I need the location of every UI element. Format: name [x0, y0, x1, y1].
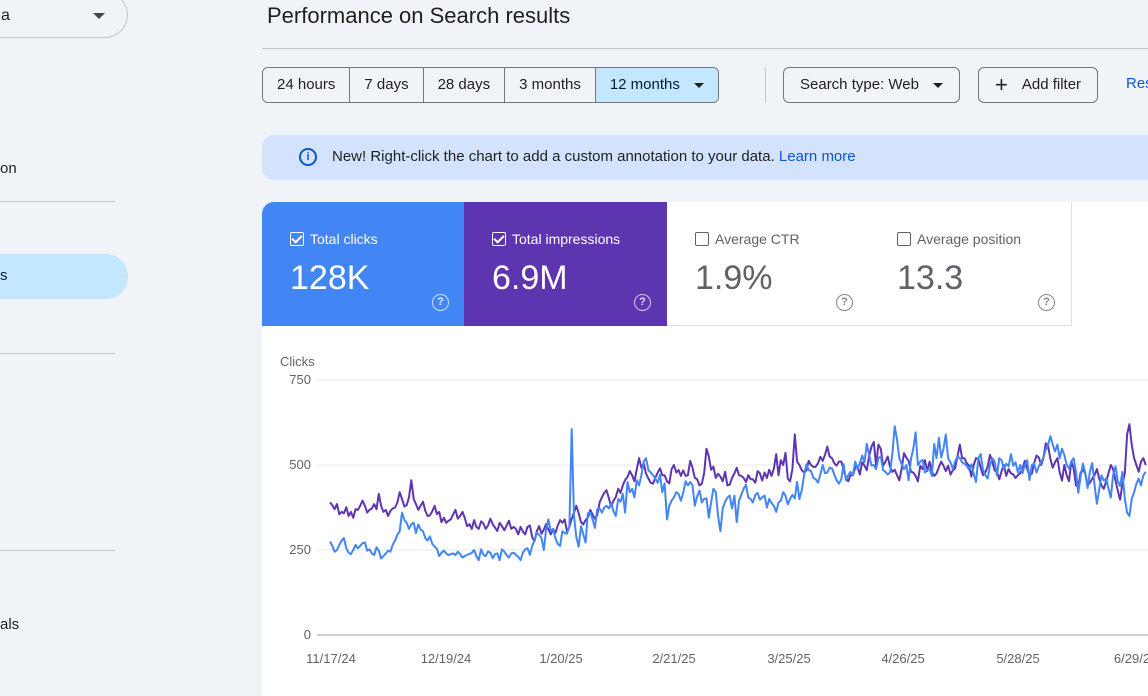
y-tick-label: 750	[289, 372, 311, 387]
metric-label-row: Average position	[897, 231, 1021, 247]
metric-total-clicks[interactable]: Total clicks 128K ?	[262, 202, 465, 326]
date-option-12m[interactable]: 12 months	[595, 68, 718, 102]
y-tick-label: 500	[289, 457, 311, 472]
banner-text: New! Right-click the chart to add a cust…	[332, 148, 775, 165]
y-axis-label: Clicks	[280, 354, 315, 369]
x-tick-label: 3/25/25	[767, 651, 810, 666]
chevron-down-icon	[693, 82, 704, 88]
metric-label: Total impressions	[512, 231, 621, 247]
date-option-28d[interactable]: 28 days	[423, 68, 506, 102]
x-tick-label: 6/29/2	[1114, 651, 1148, 666]
series-line-total-clicks	[329, 425, 1147, 562]
x-tick-label: 4/26/25	[881, 651, 924, 666]
date-option-12m-label: 12 months	[609, 76, 680, 93]
info-icon: i	[299, 148, 317, 166]
checkbox-icon[interactable]	[492, 232, 506, 246]
date-option-7d[interactable]: 7 days	[350, 68, 424, 102]
page-title: Performance on Search results	[267, 3, 571, 28]
performance-chart[interactable]: Clicks 0 250 500 750 11/17/24 12/19/24 1/20/25 2…	[262, 340, 1148, 696]
property-selector[interactable]: a	[0, 0, 128, 38]
x-tick-label: 2/21/25	[652, 651, 695, 666]
chevron-down-icon	[93, 13, 105, 19]
add-filter-label: Add filter	[1021, 76, 1082, 93]
metric-average-position[interactable]: Average position 13.3 ?	[869, 202, 1072, 326]
date-option-24h[interactable]: 24 hours	[263, 68, 351, 102]
checkbox-icon[interactable]	[897, 232, 911, 246]
y-tick-label: 250	[289, 542, 311, 557]
reset-link[interactable]: Res	[1126, 75, 1148, 92]
annotation-banner: i New! Right-click the chart to add a cu…	[262, 135, 1148, 180]
help-icon[interactable]: ?	[432, 294, 449, 311]
sidebar: a on s als	[0, 0, 140, 696]
date-option-3m[interactable]: 3 months	[505, 68, 596, 102]
banner-message: New! Right-click the chart to add a cust…	[332, 148, 856, 165]
help-icon[interactable]: ?	[1038, 294, 1055, 311]
search-type-label: Search type: Web	[800, 76, 919, 93]
metric-value: 6.9M	[492, 259, 568, 297]
toolbar-separator	[765, 67, 766, 103]
metric-label: Average CTR	[715, 231, 800, 247]
metric-average-ctr[interactable]: Average CTR 1.9% ?	[667, 202, 870, 326]
metric-label-row: Total impressions	[492, 231, 620, 247]
metric-label: Total clicks	[310, 231, 378, 247]
sidebar-item-active[interactable]: s	[0, 254, 128, 299]
metric-value: 1.9%	[695, 259, 773, 297]
metric-label: Average position	[917, 231, 1022, 247]
sidebar-item-label: s	[0, 267, 8, 284]
date-range-selector: 24 hours 7 days 28 days 3 months 12 mont…	[262, 67, 719, 103]
x-tick-label: 5/28/25	[996, 651, 1039, 666]
plus-icon: +	[995, 72, 1008, 97]
sidebar-divider	[0, 353, 115, 354]
chevron-down-icon	[932, 82, 943, 88]
add-filter-button[interactable]: + Add filter	[978, 67, 1099, 103]
checkbox-icon[interactable]	[695, 232, 709, 246]
x-tick-label: 1/20/25	[539, 651, 582, 666]
search-type-button[interactable]: Search type: Web	[783, 67, 960, 103]
checkbox-icon[interactable]	[290, 232, 304, 246]
y-tick-label: 0	[304, 627, 311, 642]
divider	[667, 325, 1072, 326]
sidebar-divider	[0, 550, 115, 551]
metric-total-impressions[interactable]: Total impressions 6.9M ?	[464, 202, 667, 326]
help-icon[interactable]: ?	[634, 294, 651, 311]
help-icon[interactable]: ?	[836, 294, 853, 311]
metric-label-row: Average CTR	[695, 231, 800, 247]
property-selector-label: a	[1, 7, 10, 24]
series-line-total-impressions	[329, 423, 1147, 543]
sidebar-divider	[0, 201, 115, 202]
metric-label-row: Total clicks	[290, 231, 378, 247]
metric-value: 128K	[290, 259, 370, 297]
x-tick-label: 12/19/24	[421, 651, 472, 666]
sidebar-item-1[interactable]: on	[0, 160, 17, 177]
learn-more-link[interactable]: Learn more	[778, 148, 856, 165]
divider	[262, 48, 1148, 49]
sidebar-item-3[interactable]: als	[0, 616, 20, 633]
metric-value: 13.3	[897, 259, 964, 297]
x-tick-label: 11/17/24	[306, 651, 356, 666]
